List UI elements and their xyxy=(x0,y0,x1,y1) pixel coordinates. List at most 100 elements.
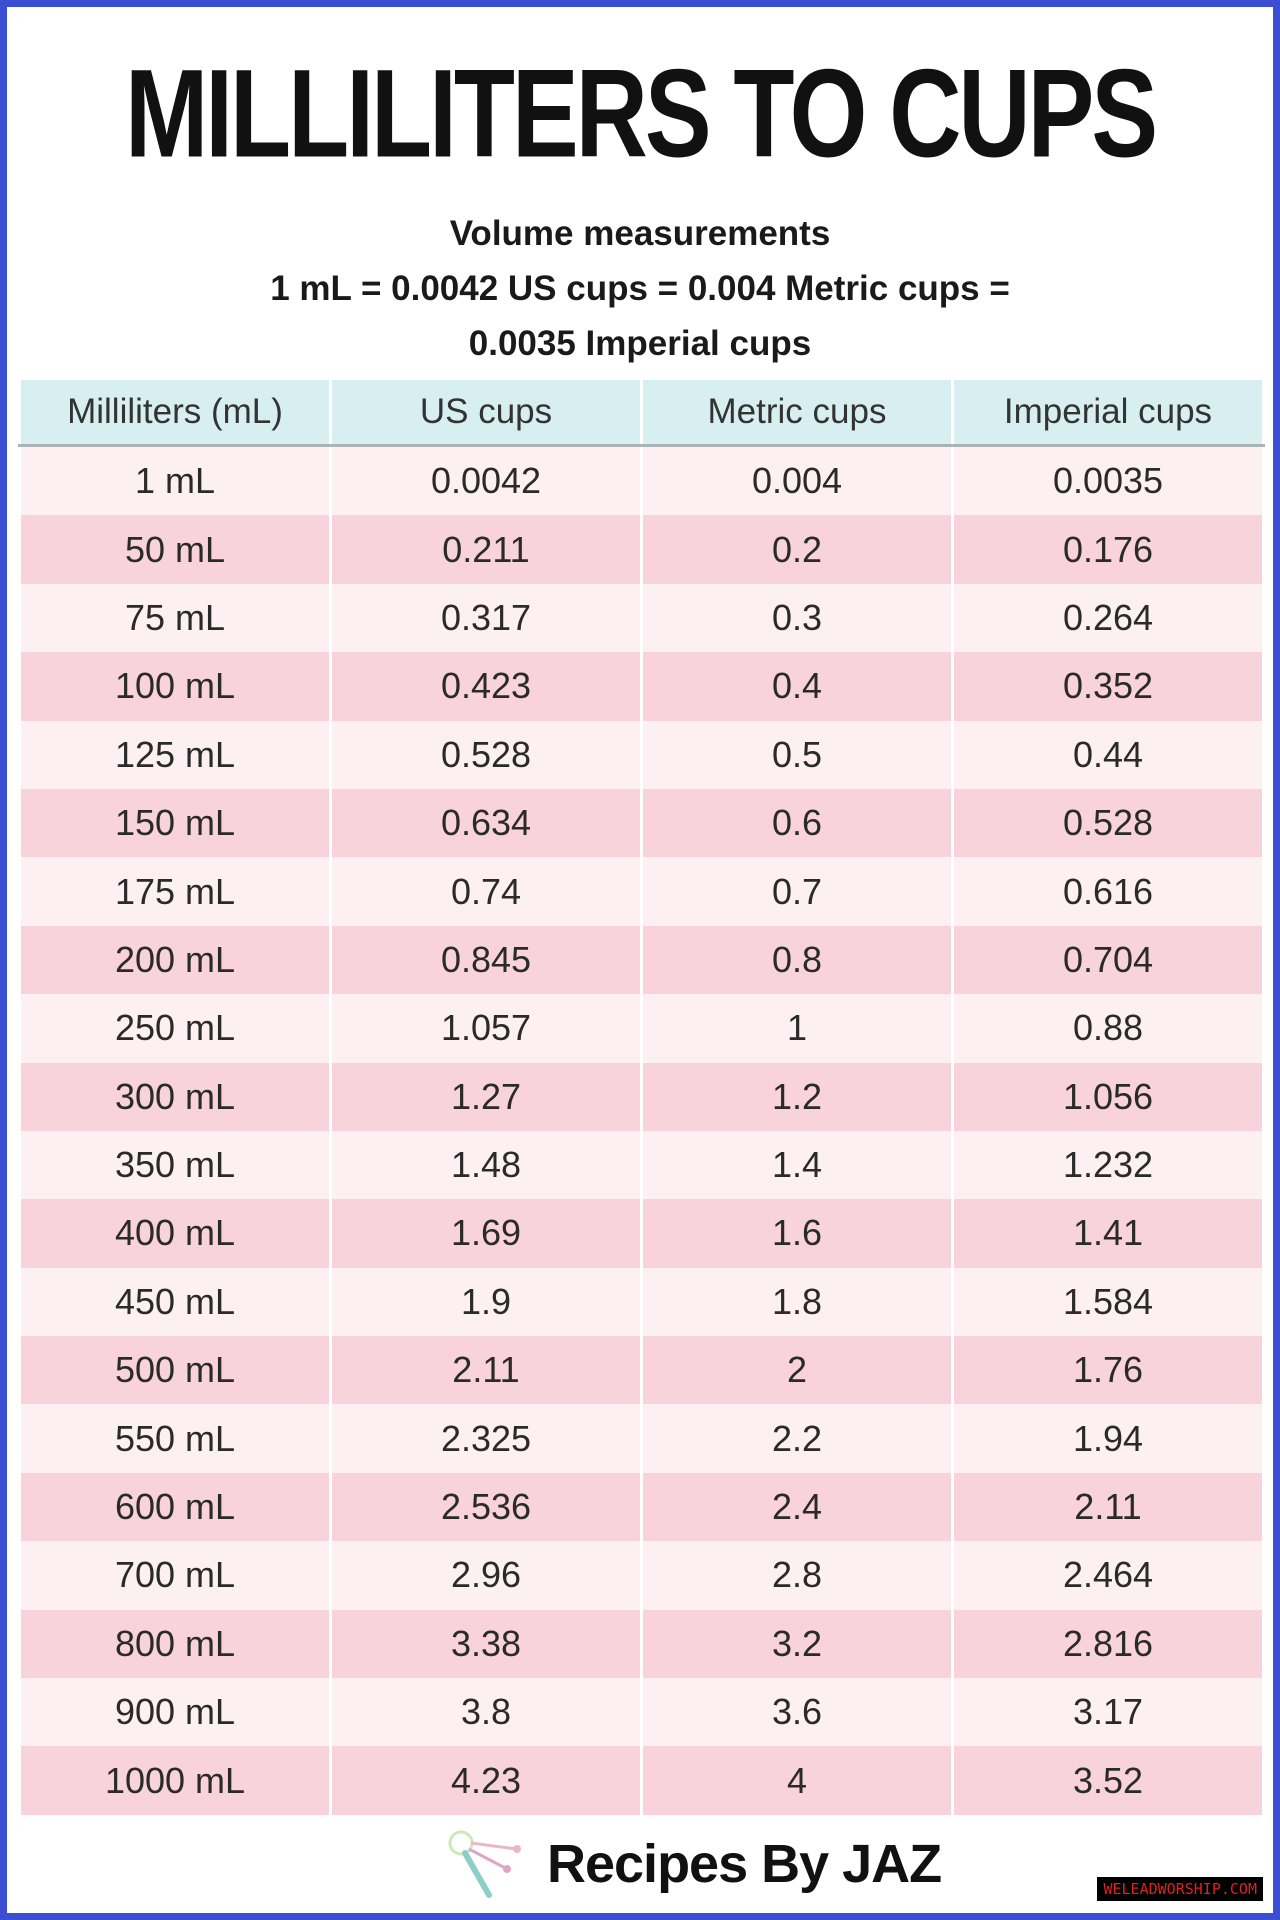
table-row: 550 mL 2.325 2.2 1.94 xyxy=(18,1404,1265,1473)
table-row: 250 mL 1.057 1 0.88 xyxy=(18,994,1265,1063)
table-row: 350 mL 1.48 1.4 1.232 xyxy=(18,1130,1265,1200)
table-row: 1000 mL 4.23 4 3.52 xyxy=(18,1746,1265,1815)
table-cell: 0.423 xyxy=(329,652,643,721)
table-row: 1 mL 0.0042 0.004 0.0035 xyxy=(18,445,1265,516)
table-cell: 0.528 xyxy=(951,788,1265,858)
table-cell: 1.94 xyxy=(951,1404,1265,1473)
table-cell: 2 xyxy=(640,1336,954,1405)
column-header: Metric cups xyxy=(640,380,954,447)
table-cell: 0.528 xyxy=(329,720,643,789)
table-cell: 1.4 xyxy=(640,1130,954,1200)
table-header-row: Milliliters (mL) US cups Metric cups Imperi… xyxy=(18,380,1265,447)
page-title: MILLILITERS TO CUPS xyxy=(124,43,1158,184)
table-row: 600 mL 2.536 2.4 2.11 xyxy=(18,1472,1265,1542)
table-cell: 2.536 xyxy=(329,1472,643,1542)
table-cell: 1.76 xyxy=(951,1336,1265,1405)
table-cell: 0.8 xyxy=(640,925,954,995)
table-cell: 0.6 xyxy=(640,788,954,858)
table-cell: 2.2 xyxy=(640,1404,954,1473)
table-cell: 150 mL xyxy=(18,788,332,858)
table-cell: 3.8 xyxy=(329,1678,643,1747)
table-cell: 0.74 xyxy=(329,857,643,926)
table-cell: 1 mL xyxy=(18,445,332,516)
footer-brand: Recipes By JAZ xyxy=(447,1829,942,1899)
table-cell: 400 mL xyxy=(18,1199,332,1268)
table-cell: 300 mL xyxy=(18,1062,332,1131)
table-row: 75 mL 0.317 0.3 0.264 xyxy=(18,583,1265,653)
table-cell: 75 mL xyxy=(18,583,332,653)
table-row: 800 mL 3.38 3.2 2.816 xyxy=(18,1609,1265,1679)
table-cell: 0.211 xyxy=(329,515,643,584)
table-cell: 1.057 xyxy=(329,994,643,1063)
table-cell: 2.96 xyxy=(329,1541,643,1610)
table-cell: 2.8 xyxy=(640,1541,954,1610)
table-row: 175 mL 0.74 0.7 0.616 xyxy=(18,857,1265,926)
table-cell: 1 xyxy=(640,994,954,1063)
table-cell: 1.232 xyxy=(951,1130,1265,1200)
table-cell: 800 mL xyxy=(18,1609,332,1679)
table-cell: 1.69 xyxy=(329,1199,643,1268)
table-cell: 1000 mL xyxy=(18,1746,332,1815)
whisk-icon xyxy=(448,1830,521,1898)
table-cell: 1.48 xyxy=(329,1130,643,1200)
table-cell: 175 mL xyxy=(18,857,332,926)
table-row: 400 mL 1.69 1.6 1.41 xyxy=(18,1199,1265,1268)
table-cell: 0.634 xyxy=(329,788,643,858)
table-row: 450 mL 1.9 1.8 1.584 xyxy=(18,1267,1265,1337)
table-cell: 100 mL xyxy=(18,652,332,721)
table-cell: 3.52 xyxy=(951,1746,1265,1815)
table-row: 150 mL 0.634 0.6 0.528 xyxy=(18,788,1265,858)
table-cell: 3.17 xyxy=(951,1678,1265,1747)
table-cell: 500 mL xyxy=(18,1336,332,1405)
table-cell: 1.584 xyxy=(951,1267,1265,1337)
column-header: Imperial cups xyxy=(951,380,1265,447)
table-row: 300 mL 1.27 1.2 1.056 xyxy=(18,1062,1265,1131)
table-cell: 0.88 xyxy=(951,994,1265,1063)
table-cell: 0.3 xyxy=(640,583,954,653)
table-cell: 1.27 xyxy=(329,1062,643,1131)
table-cell: 3.2 xyxy=(640,1609,954,1679)
table-cell: 2.464 xyxy=(951,1541,1265,1610)
table-cell: 450 mL xyxy=(18,1267,332,1337)
table-row: 700 mL 2.96 2.8 2.464 xyxy=(18,1541,1265,1610)
table-row: 900 mL 3.8 3.6 3.17 xyxy=(18,1678,1265,1747)
table-cell: 200 mL xyxy=(18,925,332,995)
table-cell: 0.616 xyxy=(951,857,1265,926)
table-cell: 0.0035 xyxy=(951,445,1265,516)
column-header: Milliliters (mL) xyxy=(18,380,332,447)
table-cell: 0.352 xyxy=(951,652,1265,721)
table-cell: 2.11 xyxy=(951,1472,1265,1542)
table-cell: 0.0042 xyxy=(329,445,643,516)
table-cell: 1.41 xyxy=(951,1199,1265,1268)
table-cell: 0.2 xyxy=(640,515,954,584)
conversion-table: Milliliters (mL) US cups Metric cups Imperi… xyxy=(18,380,1265,1815)
table-cell: 0.176 xyxy=(951,515,1265,584)
table-cell: 0.44 xyxy=(951,720,1265,789)
table-cell: 1.056 xyxy=(951,1062,1265,1131)
table-cell: 50 mL xyxy=(18,515,332,584)
table-row: 100 mL 0.423 0.4 0.352 xyxy=(18,652,1265,721)
table-row: 125 mL 0.528 0.5 0.44 xyxy=(18,720,1265,789)
table-cell: 250 mL xyxy=(18,994,332,1063)
table-cell: 350 mL xyxy=(18,1130,332,1200)
table-cell: 3.38 xyxy=(329,1609,643,1679)
table-cell: 0.845 xyxy=(329,925,643,995)
table-cell: 4.23 xyxy=(329,1746,643,1815)
table-cell: 900 mL xyxy=(18,1678,332,1747)
table-cell: 0.704 xyxy=(951,925,1265,995)
table-row: 500 mL 2.11 2 1.76 xyxy=(18,1336,1265,1405)
subtitle-heading: Volume measurements xyxy=(449,214,831,253)
table-cell: 2.11 xyxy=(329,1336,643,1405)
table-cell: 2.816 xyxy=(951,1609,1265,1679)
watermark: WELEADWORSHIP.COM xyxy=(1097,1877,1263,1901)
table-cell: 1.9 xyxy=(329,1267,643,1337)
table-cell: 0.004 xyxy=(640,445,954,516)
table-cell: 0.264 xyxy=(951,583,1265,653)
table-cell: 125 mL xyxy=(18,720,332,789)
chart-card: MILLILITERS TO CUPS Volume measurements … xyxy=(7,7,1273,1913)
table-cell: 0.5 xyxy=(640,720,954,789)
table-cell: 0.4 xyxy=(640,652,954,721)
table-cell: 0.317 xyxy=(329,583,643,653)
table-cell: 0.7 xyxy=(640,857,954,926)
subtitle-equation-cont: 0.0035 Imperial cups xyxy=(468,324,812,363)
